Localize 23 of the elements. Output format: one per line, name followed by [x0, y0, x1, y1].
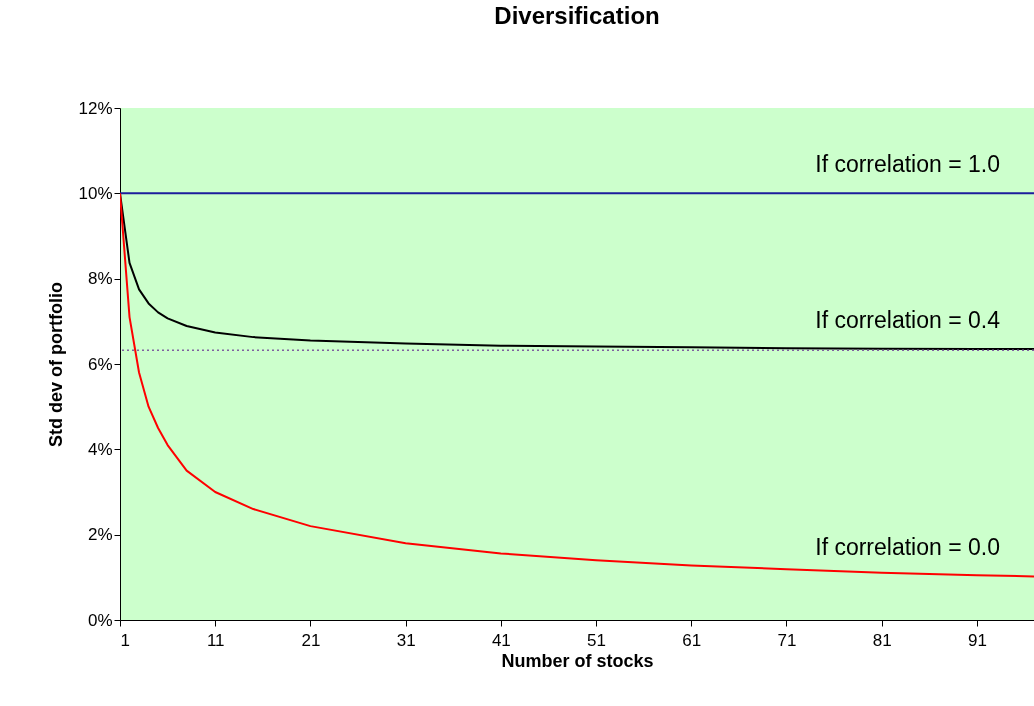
- y-tick-label: 4%: [87, 439, 113, 459]
- y-tick-label: 10%: [78, 183, 113, 203]
- y-tick-label: 12%: [78, 98, 113, 118]
- x-tick-label: 31: [396, 630, 416, 650]
- x-tick-label: 11: [206, 630, 225, 650]
- x-axis-title: Number of stocks: [501, 650, 654, 671]
- y-axis-title: Std dev of portfolio: [46, 282, 67, 447]
- chart-title: Diversification: [494, 2, 660, 29]
- series-label: If correlation = 1.0: [815, 151, 1000, 178]
- x-tick-label: 61: [682, 630, 702, 650]
- x-tick-label: 91: [967, 630, 987, 650]
- x-tick-label: 21: [301, 630, 321, 650]
- x-tick-label: 1: [120, 630, 130, 650]
- x-tick-label: 51: [587, 630, 606, 650]
- x-tick-label: 81: [872, 630, 892, 650]
- y-tick-label: 6%: [87, 354, 113, 374]
- series-label: If correlation = 0.4: [815, 307, 1001, 334]
- y-tick-label: 2%: [87, 525, 113, 545]
- y-tick-label: 8%: [87, 269, 113, 289]
- x-tick-label: 71: [777, 630, 797, 650]
- y-tick-label: 0%: [87, 610, 113, 630]
- series-label: If correlation = 0.0: [815, 534, 1000, 561]
- x-tick-label: 41: [491, 630, 511, 650]
